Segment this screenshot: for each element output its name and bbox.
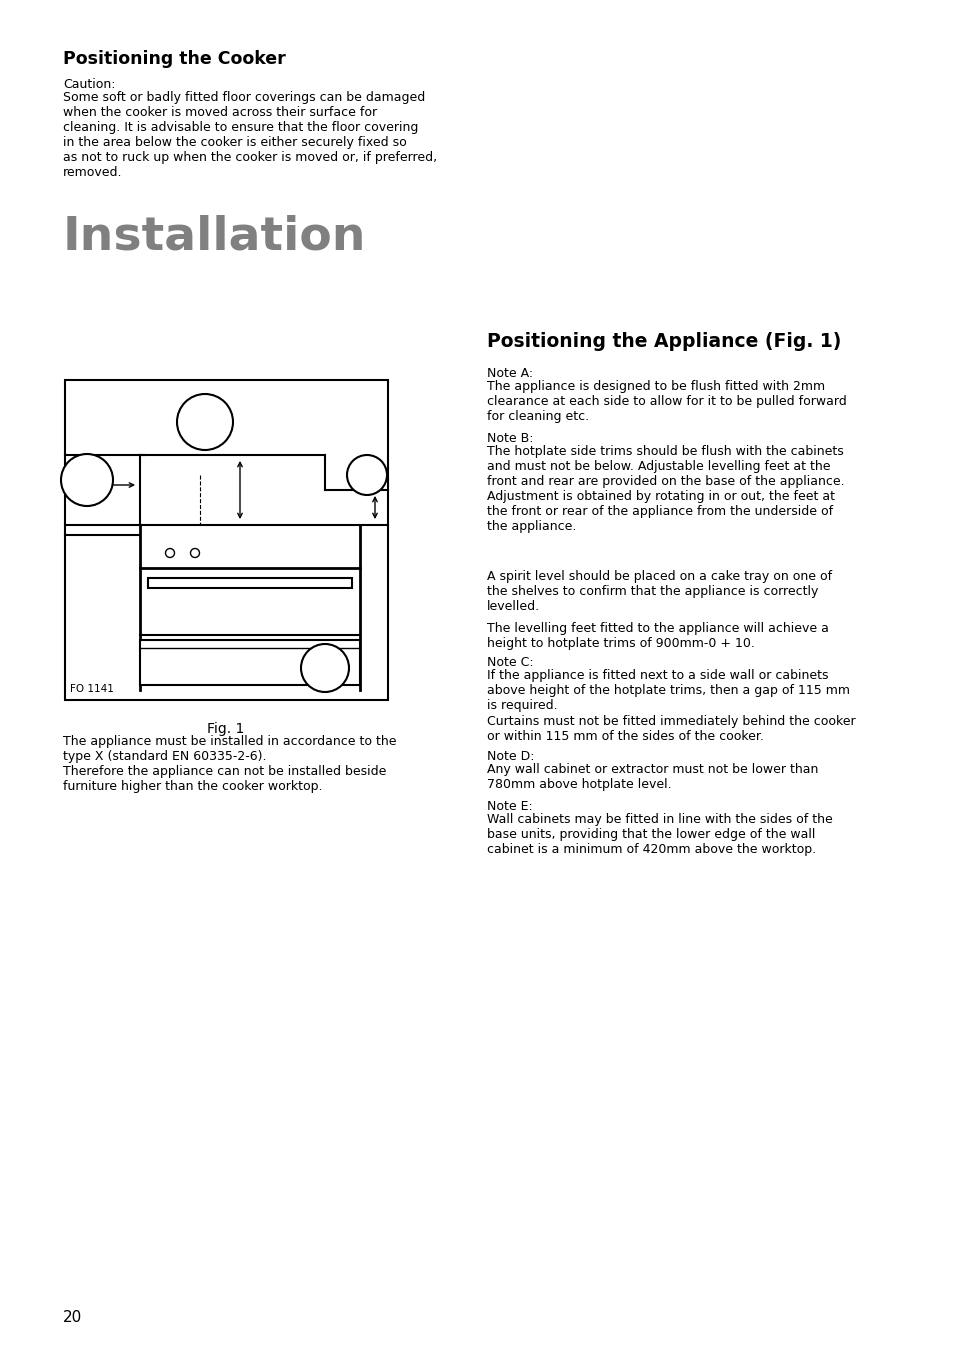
Text: The appliance is designed to be flush fitted with 2mm
clearance at each side to : The appliance is designed to be flush fi… — [486, 380, 846, 423]
Bar — [140, 640, 359, 685]
Circle shape — [347, 455, 387, 494]
Text: 20: 20 — [63, 1310, 82, 1325]
Text: If the appliance is fitted next to a side wall or cabinets
above height of the h: If the appliance is fitted next to a sid… — [486, 669, 849, 712]
Bar — [148, 578, 352, 588]
Text: Note E:: Note E: — [486, 800, 532, 813]
Text: Wall cabinets may be fitted in line with the sides of the
base units, providing : Wall cabinets may be fitted in line with… — [486, 813, 832, 857]
Text: Caution:: Caution: — [63, 78, 115, 91]
Text: Positioning the Appliance (Fig. 1): Positioning the Appliance (Fig. 1) — [486, 332, 841, 351]
Text: Note D:: Note D: — [486, 750, 534, 763]
Text: The appliance must be installed in accordance to the
type X (standard EN 60335-2: The appliance must be installed in accor… — [63, 735, 396, 793]
Text: Fig. 1: Fig. 1 — [207, 721, 244, 736]
Text: Positioning the Cooker: Positioning the Cooker — [63, 50, 286, 68]
Text: FO 1141: FO 1141 — [70, 684, 113, 694]
Circle shape — [177, 394, 233, 450]
Text: Installation: Installation — [63, 215, 366, 259]
Text: Any wall cabinet or extractor must not be lower than
780mm above hotplate level.: Any wall cabinet or extractor must not b… — [486, 763, 818, 790]
Text: Note A:: Note A: — [486, 367, 533, 380]
Text: Note C:: Note C: — [486, 657, 533, 669]
Bar — [65, 380, 388, 700]
Text: Curtains must not be fitted immediately behind the cooker
or within 115 mm of th: Curtains must not be fitted immediately … — [486, 715, 855, 743]
Text: A spirit level should be placed on a cake tray on one of
the shelves to confirm : A spirit level should be placed on a cak… — [486, 570, 831, 613]
Text: The levelling feet fitted to the appliance will achieve a
height to hotplate tri: The levelling feet fitted to the applian… — [486, 621, 828, 650]
Text: Note B:: Note B: — [486, 432, 533, 444]
Text: The hotplate side trims should be flush with the cabinets
and must not be below.: The hotplate side trims should be flush … — [486, 444, 843, 534]
Circle shape — [301, 644, 349, 692]
Circle shape — [165, 549, 174, 558]
Circle shape — [191, 549, 199, 558]
Circle shape — [61, 454, 112, 507]
Text: Some soft or badly fitted floor coverings can be damaged
when the cooker is move: Some soft or badly fitted floor covering… — [63, 91, 436, 178]
